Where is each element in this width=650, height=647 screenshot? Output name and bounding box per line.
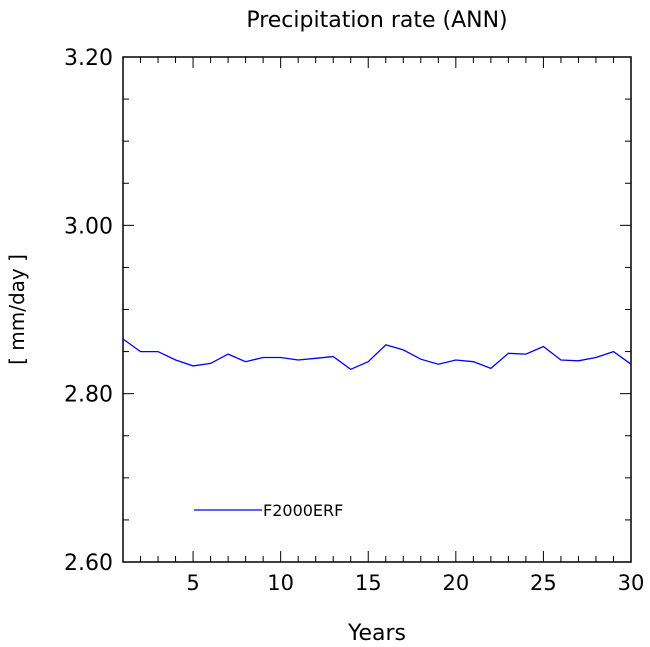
- y-tick-label: 2.80: [64, 383, 113, 408]
- x-axis-label: Years: [347, 621, 406, 646]
- x-tick-label: 30: [618, 571, 645, 595]
- plot-area: [122, 56, 632, 563]
- tick-labels: 5 10 15 20 25 30 2.60 2.80 3.00 3.20: [64, 46, 644, 595]
- x-tick-label: 10: [267, 571, 294, 595]
- chart-title: Precipitation rate (ANN): [246, 8, 507, 33]
- x-tick-label: 15: [355, 571, 382, 595]
- plot-frame: [122, 56, 632, 563]
- y-tick-label: 2.60: [64, 551, 113, 576]
- y-tick-label: 3.20: [64, 46, 113, 71]
- y-axis-label: [ mm/day ]: [5, 254, 29, 365]
- axis-ticks: [122, 56, 632, 563]
- legend: F2000ERF: [194, 501, 343, 520]
- series-lines: [122, 338, 632, 371]
- x-tick-label: 25: [530, 571, 557, 595]
- x-tick-label: 20: [442, 571, 469, 595]
- legend-label: F2000ERF: [263, 501, 343, 520]
- x-tick-label: 5: [186, 571, 199, 595]
- y-tick-label: 3.00: [64, 214, 113, 239]
- series-line: [122, 338, 632, 371]
